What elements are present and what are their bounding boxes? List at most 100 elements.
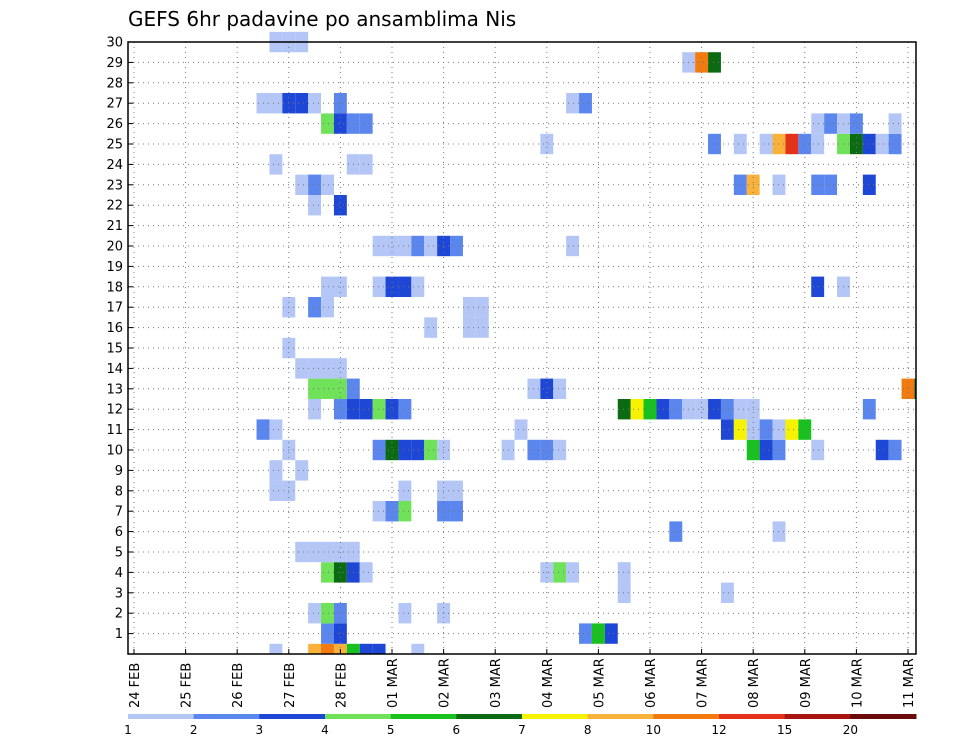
y-tick-label: 12 (106, 403, 123, 418)
y-axis: 1234567891011121314151617181920212223242… (106, 36, 133, 642)
heatmap-cell (540, 133, 554, 155)
colorbar-swatch (653, 714, 720, 719)
heatmap-cell (308, 603, 322, 624)
y-tick-label: 10 (106, 444, 123, 459)
heatmap-cell (669, 399, 683, 420)
heatmap-cell (875, 133, 889, 155)
heatmap-cell (798, 133, 812, 155)
heatmap-cell (566, 235, 580, 257)
heatmap-cell (720, 399, 734, 420)
heatmap-cell (372, 643, 386, 654)
colorbar-label: 2 (190, 723, 198, 737)
y-tick-label: 30 (106, 36, 123, 51)
colorbar-swatch (193, 714, 260, 719)
heatmap-cell (720, 419, 734, 440)
heatmap-cell (321, 297, 334, 318)
heatmap-cell (385, 439, 399, 461)
x-tick-label: 04 MAR (541, 658, 556, 708)
colorbar-swatch (784, 714, 851, 719)
x-tick-label: 06 MAR (644, 658, 659, 708)
heatmap-cell (295, 174, 309, 195)
heatmap-cell (579, 623, 592, 644)
colorbar-label: 5 (387, 723, 395, 737)
heatmap-cell (269, 154, 283, 175)
x-tick-label: 28 FEB (334, 663, 349, 708)
x-tick-label: 05 MAR (592, 658, 607, 708)
heatmap-cell (321, 603, 334, 624)
colorbar-swatch (128, 714, 195, 719)
gridlines (128, 41, 916, 654)
y-tick-label: 7 (115, 505, 123, 520)
heatmap-cell (475, 317, 489, 338)
heatmap-cell (333, 623, 347, 644)
x-tick-label: 27 FEB (283, 663, 298, 708)
heatmap-cell (308, 378, 322, 399)
heatmap-cell (359, 643, 373, 654)
colorbar-swatch (587, 714, 654, 719)
heatmap-cell (785, 133, 799, 155)
colorbar-swatch (719, 714, 786, 719)
heatmap-cell (398, 501, 412, 522)
heatmap-cell (720, 582, 734, 603)
x-tick-label: 01 MAR (386, 658, 401, 708)
y-tick-label: 18 (106, 280, 123, 295)
y-tick-label: 3 (115, 586, 123, 601)
y-tick-label: 27 (106, 97, 123, 112)
y-tick-label: 4 (115, 566, 123, 581)
heatmap-cell (372, 235, 386, 257)
heatmap-cell (308, 643, 322, 654)
colorbar-label: 15 (777, 723, 792, 737)
heatmap-cell (566, 93, 580, 114)
heatmap-cell (553, 562, 567, 583)
heatmap-cell (462, 297, 476, 318)
heatmap-cell (514, 419, 528, 440)
x-tick-label: 08 MAR (747, 658, 762, 708)
heatmap-cell (798, 419, 812, 440)
heatmap-cell (811, 439, 825, 461)
colorbar-label: 12 (711, 723, 726, 737)
heatmap-cell (669, 521, 683, 542)
heatmap-cell (308, 174, 322, 195)
heatmap-cell (579, 93, 592, 114)
heatmap-cell (333, 113, 347, 134)
x-tick-label: 02 MAR (438, 658, 453, 708)
heatmap-cell (450, 480, 463, 501)
heatmap-cell (566, 562, 580, 583)
heatmap-cell (333, 399, 347, 420)
heatmap-cell (359, 113, 373, 134)
heatmap-cell (424, 317, 438, 338)
y-tick-label: 6 (115, 525, 123, 540)
y-tick-label: 8 (115, 484, 123, 499)
heatmap-cell (540, 378, 554, 399)
heatmap-cell (411, 439, 425, 461)
y-tick-label: 20 (106, 240, 123, 255)
heatmap-cell (385, 501, 399, 522)
heatmap-cell (656, 399, 670, 420)
colorbar-swatch (259, 714, 326, 719)
heatmap-cell (295, 541, 309, 563)
heatmap-cell (321, 562, 334, 583)
heatmap-cell (295, 358, 309, 379)
heatmap-cell (321, 643, 334, 654)
y-tick-label: 21 (106, 219, 123, 234)
heatmap-cell (424, 439, 438, 461)
heatmap-cell (359, 399, 373, 420)
heatmap-cell (708, 399, 721, 420)
colorbar-label: 1 (124, 723, 132, 737)
colorbar-label: 10 (646, 723, 661, 737)
x-tick-label: 09 MAR (799, 658, 814, 708)
heatmap-cell (308, 399, 322, 420)
colorbar-swatch (390, 714, 457, 719)
heatmap-cell (708, 52, 721, 73)
heatmap-cell (862, 174, 876, 195)
x-tick-label: 24 FEB (128, 663, 143, 708)
x-tick-label: 26 FEB (231, 663, 246, 708)
colorbar-swatch (325, 714, 392, 719)
heatmap-cell (333, 358, 347, 379)
colorbar-label: 3 (256, 723, 264, 737)
heatmap-cell (553, 439, 567, 461)
heatmap-cell (269, 93, 283, 114)
heatmap-cell (785, 419, 799, 440)
heatmap-cell (411, 235, 425, 257)
x-tick-label: 07 MAR (696, 658, 711, 708)
